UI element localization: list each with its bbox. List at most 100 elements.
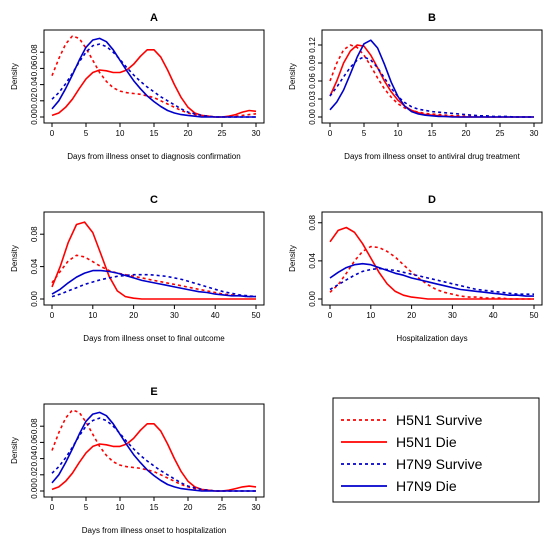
series-line-h7n9-survive <box>329 267 534 295</box>
x-tick-label: 30 <box>252 129 261 138</box>
x-tick-label: 40 <box>489 311 498 320</box>
x-tick-label: 20 <box>462 129 471 138</box>
panel-c: C 0 10 20 30 40 50 0.00 0.04 0.08 Days from illnes… <box>10 194 265 343</box>
x-tick-label: 25 <box>218 503 227 512</box>
panel-title: D <box>428 194 436 206</box>
y-tick-label: 0.04 <box>30 76 39 92</box>
x-tick-label: 10 <box>394 129 403 138</box>
panel-d: D 0 10 20 30 40 50 0.00 0.04 0.08 Hospitalization … <box>288 194 543 343</box>
panel-b: B 0 5 10 15 20 25 30 0.00 0.03 0.06 0.09 0.12 Days fr… <box>288 12 543 161</box>
x-tick-label: 30 <box>170 311 179 320</box>
legend-label-h5n1-survive: H5N1 Survive <box>396 412 483 428</box>
panel-e: E 0 5 10 15 20 25 30 0.000.020.040.060.08 Days fr… <box>10 386 265 535</box>
y-axis-label: Density <box>10 245 19 272</box>
y-tick-label: 0.00 <box>30 291 39 307</box>
legend: H5N1 Survive H5N1 Die H7N9 Survive H7N9 Die <box>332 397 540 503</box>
series-line-h7n9-survive <box>329 56 534 118</box>
y-tick-label: 0.06 <box>30 60 39 76</box>
legend-label-h5n1-die: H5N1 Die <box>396 434 457 450</box>
y-axis-label: Density <box>10 63 19 90</box>
panel-a: A 0 5 10 15 20 25 30 0.000.020.040.060.08 Days fr… <box>10 12 265 161</box>
y-tick-label: 0.04 <box>30 450 39 466</box>
y-tick-label: 0.04 <box>30 258 39 274</box>
series-line-h5n1-survive <box>329 44 534 118</box>
panel-title: C <box>150 194 158 206</box>
y-tick-label: 0.00 <box>30 483 39 499</box>
x-tick-label: 20 <box>184 503 193 512</box>
x-tick-label: 0 <box>50 129 55 138</box>
series-line-h7n9-die <box>51 411 256 492</box>
x-tick-label: 20 <box>184 129 193 138</box>
x-tick-label: 5 <box>362 129 367 138</box>
plot-frame <box>43 29 265 124</box>
series-line-h5n1-die <box>329 44 534 118</box>
series-line-h5n1-die <box>51 423 257 492</box>
series-line-h5n1-die <box>51 221 256 300</box>
series-line-h5n1-die <box>329 226 534 300</box>
x-tick-label: 25 <box>218 129 227 138</box>
y-tick-label: 0.03 <box>308 91 317 107</box>
series-line-h5n1-die <box>51 49 257 118</box>
x-axis-label: Days from illness onset to antiviral dru… <box>344 152 520 161</box>
y-tick-label: 0.02 <box>30 92 39 108</box>
series-line-h5n1-survive <box>51 409 256 492</box>
panel-title: E <box>150 386 157 398</box>
series-line-h7n9-die <box>329 262 534 297</box>
y-tick-label: 0.09 <box>308 55 317 71</box>
x-tick-label: 10 <box>366 311 375 320</box>
legend-box <box>332 397 540 503</box>
series-line-h7n9-die <box>329 39 534 118</box>
series-line-h7n9-survive <box>51 273 257 298</box>
plot-frame <box>43 403 265 498</box>
x-tick-label: 20 <box>129 311 138 320</box>
x-tick-label: 30 <box>448 311 457 320</box>
plot-frame <box>321 211 543 306</box>
x-tick-label: 30 <box>252 503 261 512</box>
x-tick-label: 5 <box>84 129 89 138</box>
x-axis-label: Days from illness onset to final outcome <box>83 334 225 343</box>
series-line-h5n1-survive <box>329 245 534 300</box>
y-tick-label: 0.06 <box>30 434 39 450</box>
x-axis-label: Days from illness onset to hospitalizati… <box>82 526 227 535</box>
y-tick-label: 0.08 <box>30 226 39 242</box>
y-axis-label: Density <box>10 437 19 464</box>
x-axis-label: Hospitalization days <box>396 334 467 343</box>
panel-title: A <box>150 12 158 24</box>
x-tick-label: 0 <box>328 311 333 320</box>
x-tick-label: 0 <box>328 129 333 138</box>
x-tick-label: 0 <box>50 311 55 320</box>
x-tick-label: 20 <box>407 311 416 320</box>
y-tick-label: 0.00 <box>308 291 317 307</box>
x-tick-label: 10 <box>116 129 125 138</box>
x-tick-label: 0 <box>50 503 55 512</box>
x-tick-label: 5 <box>84 503 89 512</box>
x-tick-label: 25 <box>496 129 505 138</box>
y-tick-label: 0.00 <box>308 109 317 125</box>
x-tick-label: 10 <box>116 503 125 512</box>
x-axis-label: Days from illness onset to diagnosis con… <box>67 152 240 161</box>
panel-title: B <box>428 12 436 24</box>
legend-label-h7n9-die: H7N9 Die <box>396 478 457 494</box>
x-tick-label: 10 <box>88 311 97 320</box>
plot-frame <box>43 211 265 306</box>
y-tick-label: 0.00 <box>30 109 39 125</box>
y-axis-label: Density <box>288 245 297 272</box>
x-tick-label: 50 <box>530 311 539 320</box>
y-tick-label: 0.02 <box>30 466 39 482</box>
y-axis-label: Density <box>288 63 297 90</box>
x-tick-label: 40 <box>211 311 220 320</box>
y-tick-label: 0.08 <box>308 214 317 230</box>
x-tick-label: 15 <box>150 129 159 138</box>
y-tick-label: 0.04 <box>308 253 317 269</box>
y-tick-label: 0.08 <box>30 418 39 434</box>
x-tick-label: 50 <box>252 311 261 320</box>
x-tick-label: 15 <box>150 503 159 512</box>
y-tick-label: 0.08 <box>30 44 39 60</box>
legend-label-h7n9-survive: H7N9 Survive <box>396 456 483 472</box>
series-line-h7n9-die <box>51 37 256 118</box>
y-tick-label: 0.12 <box>308 37 317 53</box>
series-line-h5n1-survive <box>51 35 257 118</box>
x-tick-label: 15 <box>428 129 437 138</box>
plot-frame <box>321 29 543 124</box>
